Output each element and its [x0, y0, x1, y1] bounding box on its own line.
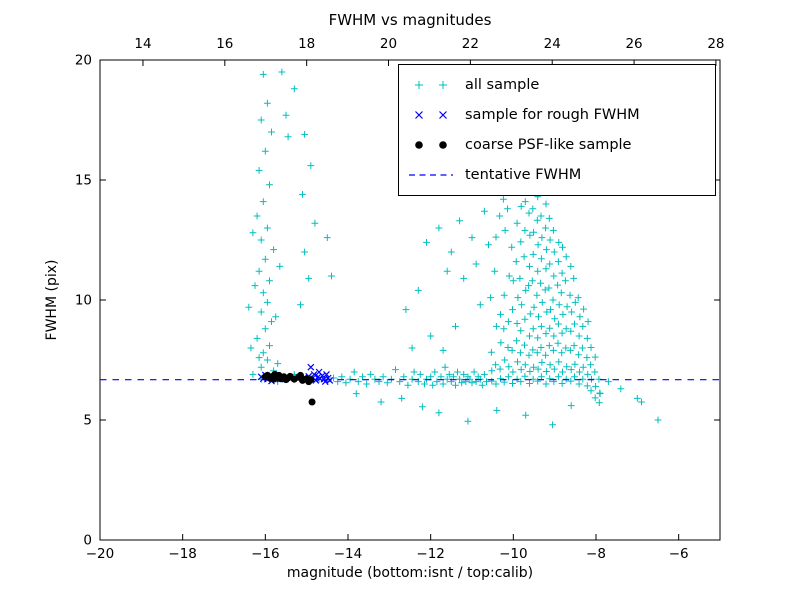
svg-text:−8: −8 [586, 546, 606, 562]
plus-marker-icon [407, 74, 455, 96]
svg-text:−6: −6 [669, 546, 689, 562]
legend-label: sample for rough FWHM [465, 107, 640, 123]
chart-title: FWHM vs magnitudes [328, 11, 492, 29]
legend-item-all-sample: all sample [399, 70, 715, 100]
legend-item-psf-like: coarse PSF-like sample [399, 130, 715, 160]
legend-item-rough-fwhm: sample for rough FWHM [399, 100, 715, 130]
x-marker-icon [407, 104, 455, 126]
legend: all sample sample for rough FWHM coarse … [398, 64, 716, 196]
svg-text:−16: −16 [251, 546, 280, 562]
svg-text:20: 20 [75, 53, 92, 69]
dashed-line-icon [407, 164, 455, 186]
svg-text:−20: −20 [86, 546, 115, 562]
svg-text:14: 14 [134, 36, 151, 52]
x-axis-label: magnitude (bottom:isnt / top:calib) [286, 565, 534, 581]
svg-text:−18: −18 [168, 546, 197, 562]
legend-label: all sample [465, 77, 540, 93]
legend-item-tentative-fwhm: tentative FWHM [399, 160, 715, 190]
svg-text:−12: −12 [416, 546, 445, 562]
dot-marker-icon [407, 134, 455, 156]
svg-text:26: 26 [625, 36, 642, 52]
svg-text:−10: −10 [499, 546, 528, 562]
legend-label: coarse PSF-like sample [465, 137, 632, 153]
svg-text:20: 20 [380, 36, 397, 52]
y-axis [100, 59, 720, 541]
svg-text:15: 15 [75, 173, 92, 189]
svg-text:28: 28 [707, 36, 724, 52]
svg-text:24: 24 [544, 36, 561, 52]
svg-text:18: 18 [298, 36, 315, 52]
series-coarse-PSF-like-sample [261, 370, 316, 406]
svg-text:16: 16 [216, 36, 233, 52]
x-axis-bottom [99, 534, 680, 540]
svg-text:10: 10 [75, 293, 92, 309]
y-axis-label: FWHM (pix) [44, 259, 60, 341]
svg-text:−14: −14 [334, 546, 363, 562]
legend-label: tentative FWHM [465, 167, 582, 183]
svg-text:22: 22 [462, 36, 479, 52]
svg-text:5: 5 [83, 413, 92, 429]
svg-text:0: 0 [83, 533, 92, 549]
